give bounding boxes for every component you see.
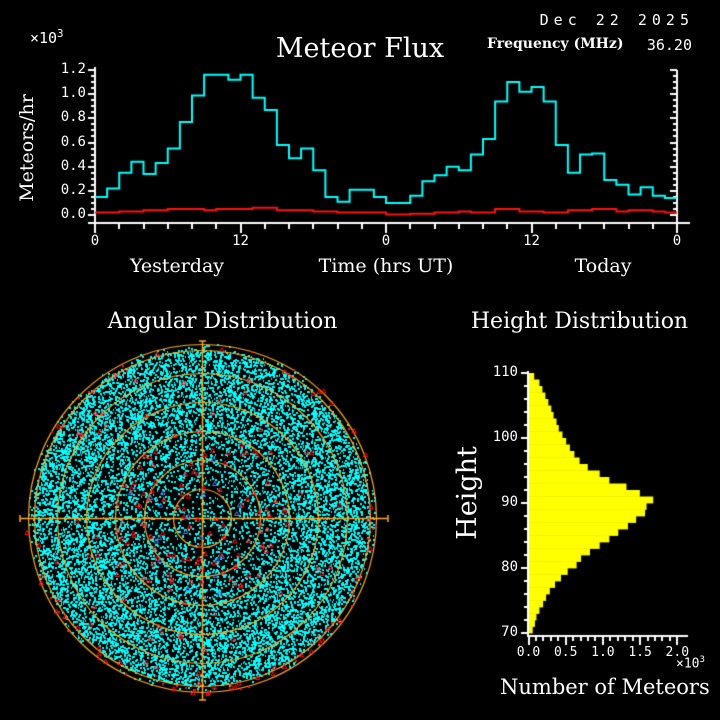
height-x-scale: ×103 (676, 655, 705, 671)
date-text: Dec 22 2025 (539, 11, 694, 29)
day-label-today: Today (574, 255, 632, 277)
flux-y-tick-label: 0.4 (60, 157, 86, 174)
flux-y-tick-label: 0.2 (60, 181, 86, 198)
flux-x-tick-label: 12 (523, 233, 540, 249)
height-x-tick-label: 0.0 (516, 645, 541, 660)
flux-x-tick-label: 0 (672, 233, 682, 249)
flux-y-axis-label: Meteors/hr (16, 94, 38, 202)
height-y-tick-label: 80 (501, 559, 518, 575)
flux-y-scale: ×103 (30, 28, 63, 47)
flux-y-tick-label: 1.0 (60, 85, 86, 102)
height-x-axis-label: Number of Meteors (500, 675, 710, 699)
flux-x-axis-label: Time (hrs UT) (318, 255, 454, 277)
flux-x-tick-label: 12 (232, 233, 249, 249)
frequency-label: Frequency (MHz) (487, 36, 624, 52)
flux-x-tick-label: 0 (90, 233, 100, 249)
flux-y-scale-exponent: 3 (57, 28, 64, 40)
height-distribution-title: Height Distribution (470, 309, 689, 334)
height-x-tick-label: 0.5 (553, 645, 578, 660)
flux-x-tick-label: 0 (381, 233, 391, 249)
angular-distribution-title: Angular Distribution (107, 309, 338, 334)
height-x-tick-label: 2.0 (665, 645, 690, 660)
height-x-scale-exponent: 3 (699, 655, 705, 665)
flux-y-tick-label: 0.6 (60, 133, 86, 150)
day-label-yesterday: Yesterday (129, 255, 225, 277)
height-x-scale-mantissa: ×10 (676, 656, 700, 672)
flux-y-scale-mantissa: ×10 (30, 29, 58, 47)
height-x-tick-label: 1.5 (628, 645, 652, 660)
flux-chart-title: Meteor Flux (275, 33, 445, 64)
frequency-value: 36.20 (646, 36, 692, 54)
height-y-tick-label: 90 (501, 494, 518, 510)
height-y-tick-label: 100 (492, 429, 518, 445)
flux-y-tick-label: 1.2 (60, 61, 86, 77)
height-y-tick-label: 70 (501, 624, 518, 640)
flux-y-tick-label: 0.0 (60, 206, 86, 222)
flux-y-tick-label: 0.8 (60, 109, 86, 126)
height-x-tick-label: 1.0 (591, 645, 615, 660)
height-y-tick-label: 110 (492, 364, 518, 380)
